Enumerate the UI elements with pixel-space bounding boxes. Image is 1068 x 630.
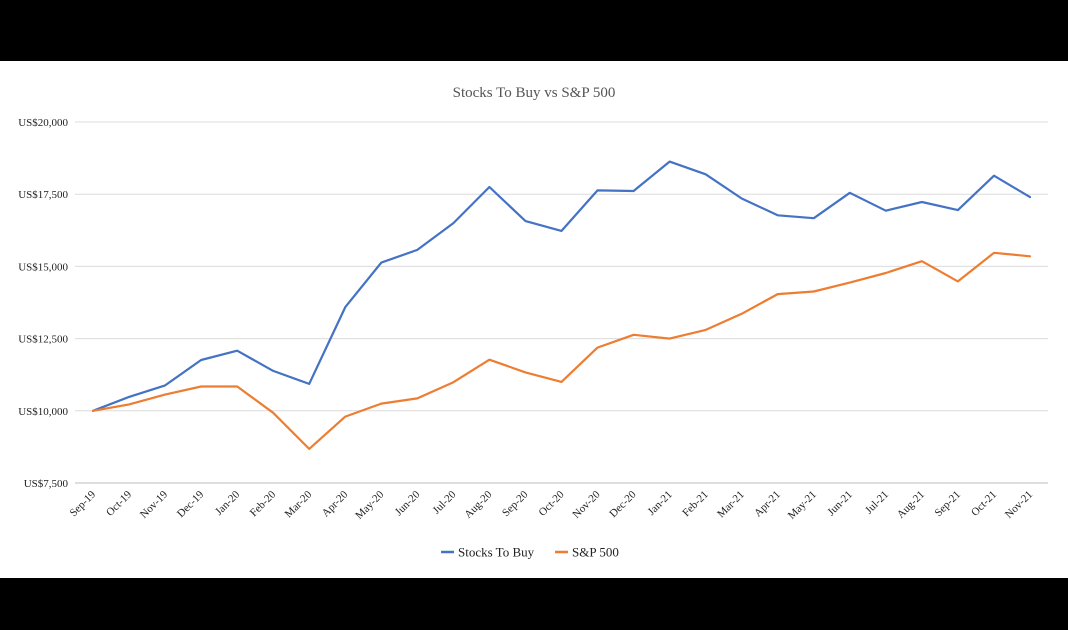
x-tick-label: Sep-21 xyxy=(933,489,964,520)
x-tick-label: Jan-21 xyxy=(646,489,675,518)
chart-panel: Stocks To Buy vs S&P 500 US$7,500 US$10,0… xyxy=(0,61,1068,578)
y-tick-label: US$12,500 xyxy=(18,334,68,346)
x-tick-label: Sep-20 xyxy=(500,488,531,519)
x-tick-label: Nov-21 xyxy=(1003,489,1035,521)
y-tick-label: US$17,500 xyxy=(18,189,68,201)
x-tick-label: Mar-21 xyxy=(715,489,747,521)
x-tick-label: Apr-20 xyxy=(320,488,351,519)
grid-lines xyxy=(75,121,1048,484)
series-line-stocks-to-buy xyxy=(91,160,1032,412)
y-axis-labels: US$7,500 US$10,000 US$12,500 US$15,000 US$17… xyxy=(18,117,68,490)
x-tick-label: Jan-20 xyxy=(213,488,243,518)
x-tick-label: Jul-20 xyxy=(431,488,459,516)
x-tick-label: Jun-21 xyxy=(825,489,855,519)
series-lines xyxy=(91,160,1032,450)
x-tick-label: Jul-21 xyxy=(863,489,891,517)
legend-label: S&P 500 xyxy=(572,545,619,560)
x-tick-label: Oct-19 xyxy=(104,488,134,518)
y-tick-label: US$7,500 xyxy=(24,478,69,490)
x-tick-label: Feb-21 xyxy=(680,489,711,520)
x-tick-label: Sep-19 xyxy=(68,488,99,519)
x-tick-label: Dec-20 xyxy=(607,488,639,520)
line-chart: Stocks To Buy vs S&P 500 US$7,500 US$10,0… xyxy=(18,85,1048,560)
legend: Stocks To Buy S&P 500 xyxy=(441,545,619,560)
chart-title: Stocks To Buy vs S&P 500 xyxy=(453,85,616,101)
x-axis-labels: Sep-19 Oct-19 Nov-19 Dec-19 Jan-20 Feb-20 Mar-… xyxy=(68,488,1036,521)
series-line-sp-500 xyxy=(91,251,1032,450)
x-tick-label: Dec-19 xyxy=(175,488,207,520)
x-tick-label: Oct-20 xyxy=(537,488,567,518)
legend-label: Stocks To Buy xyxy=(458,545,535,560)
x-tick-label: Jun-20 xyxy=(393,488,423,518)
x-tick-label: Feb-20 xyxy=(248,488,279,519)
x-tick-label: Mar-20 xyxy=(283,488,315,520)
y-tick-label: US$15,000 xyxy=(18,261,68,273)
y-tick-label: US$10,000 xyxy=(18,406,68,418)
x-tick-label: Apr-21 xyxy=(752,489,783,520)
x-tick-label: May-21 xyxy=(786,489,819,522)
x-tick-label: Nov-20 xyxy=(570,488,603,521)
y-tick-label: US$20,000 xyxy=(18,117,68,129)
x-tick-label: May-20 xyxy=(353,488,386,521)
x-tick-label: Aug-20 xyxy=(462,488,495,521)
x-tick-label: Nov-19 xyxy=(138,488,171,521)
x-tick-label: Aug-21 xyxy=(895,489,927,521)
x-tick-label: Oct-21 xyxy=(969,489,999,519)
